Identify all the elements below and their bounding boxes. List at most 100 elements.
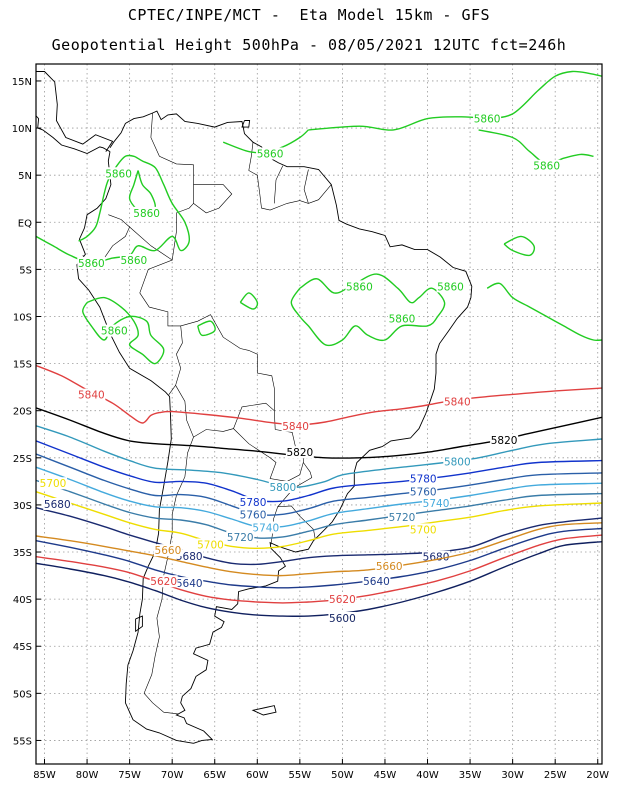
contour-5640: [36, 527, 602, 589]
contour-label-5620: 5620: [150, 576, 177, 588]
contour-label-bg: [409, 485, 438, 498]
y-tick-label: 5N: [18, 171, 32, 182]
contour-label-bg: [345, 280, 374, 293]
country-border: [274, 165, 284, 204]
contour-label-bg: [239, 496, 268, 509]
contour-5840: [36, 364, 602, 426]
country-border: [248, 142, 332, 211]
height-contours: 5860 5860 5860 5860 5860 5860 5860 5860 5860 5860…: [36, 70, 602, 625]
contour-label-bg: [490, 433, 519, 446]
contour-5860: [503, 235, 536, 257]
contour-label-bg: [149, 575, 178, 588]
y-tick-label: 40S: [13, 595, 32, 606]
country-border: [233, 428, 306, 482]
x-tick-label: 60W: [246, 770, 269, 781]
contour-label-5860: 5860: [133, 208, 160, 220]
contour-label-bg: [473, 112, 502, 125]
x-tick-label: 30W: [501, 770, 524, 781]
contour-label-bg: [409, 523, 438, 536]
x-tick-label: 80W: [76, 770, 99, 781]
contour-label-bg: [387, 312, 416, 325]
contour-label-bg: [443, 455, 472, 468]
contour-label-bg: [409, 472, 438, 485]
x-tick-label: 65W: [203, 770, 226, 781]
contour-label-5860: 5860: [346, 281, 373, 293]
contour-label-5700: 5700: [197, 539, 224, 551]
y-tick-label: 15N: [12, 77, 32, 88]
country-border: [143, 436, 194, 715]
contour-5660: [36, 522, 602, 577]
y-tick-label: 45S: [13, 642, 32, 653]
coastline: [36, 115, 111, 154]
y-tick-label: 30S: [13, 501, 32, 512]
contour-label-5820: 5820: [491, 435, 518, 447]
x-tick-label: 55W: [289, 770, 312, 781]
contour-label-5860: 5860: [257, 149, 284, 161]
contour-label-5700: 5700: [410, 524, 437, 536]
contour-label-bg: [119, 253, 148, 266]
contour-5860: [239, 292, 259, 310]
contour-5860: [290, 273, 446, 347]
contour-label-bg: [256, 147, 285, 160]
contour-label-bg: [387, 511, 416, 524]
contour-5860: [82, 296, 165, 365]
contour-label-5860: 5860: [474, 114, 501, 126]
contour-5860: [478, 129, 594, 165]
contour-label-bg: [77, 256, 106, 269]
contour-label-5760: 5760: [240, 509, 267, 521]
contour-label-bg: [328, 593, 357, 606]
x-tick-label: 35W: [459, 770, 482, 781]
coastline: [36, 71, 114, 152]
contour-label-bg: [239, 508, 268, 521]
contour-5620: [36, 534, 602, 604]
coastline: [76, 151, 194, 744]
contour-label-bg: [281, 419, 310, 432]
country-border: [129, 226, 183, 395]
contour-label-5840: 5840: [444, 396, 471, 408]
x-tick-label: 85W: [33, 770, 56, 781]
country-border: [175, 385, 275, 438]
contour-5680: [36, 507, 602, 566]
contour-5860: [36, 154, 191, 264]
contour-label-5860: 5860: [105, 168, 132, 180]
x-tick-label: 40W: [416, 770, 439, 781]
contour-label-5600: 5600: [329, 613, 356, 625]
contour-label-bg: [285, 446, 314, 459]
contour-5600: [36, 541, 602, 617]
contour-label-bg: [153, 544, 182, 557]
y-tick-label: 20S: [13, 407, 32, 418]
contour-label-bg: [251, 521, 280, 534]
y-tick-label: 10N: [12, 124, 32, 135]
contour-label-bg: [43, 497, 72, 510]
contour-label-5720: 5720: [227, 532, 254, 544]
contour-label-5760: 5760: [410, 487, 437, 499]
contour-label-5800: 5800: [269, 482, 296, 494]
contour-label-5720: 5720: [389, 512, 416, 524]
contour-5800: [36, 425, 602, 489]
latitude-axis: 15N 10N 5N EQ 5S 10S 15S 20S 25S 30S 35S 40S 45S 50S 5…: [12, 77, 41, 747]
contour-label-5860: 5860: [121, 255, 148, 267]
contour-label-bg: [328, 611, 357, 624]
contour-5860: [486, 70, 602, 120]
chart-title-line2: Geopotential Height 500hPa - 08/05/2021 …: [51, 36, 567, 54]
contour-label-5680: 5680: [44, 499, 71, 511]
x-tick-label: 20W: [586, 770, 609, 781]
contour-label-5680: 5680: [176, 551, 203, 563]
map-frame: [35, 63, 603, 765]
contour-label-bg: [375, 560, 404, 573]
contour-5720: [36, 479, 602, 539]
contour-5820: [36, 407, 602, 459]
coastline: [109, 110, 473, 744]
country-border: [180, 314, 276, 430]
x-tick-label: 45W: [374, 770, 397, 781]
y-tick-label: EQ: [18, 218, 32, 229]
contour-label-5780: 5780: [410, 474, 437, 486]
contour-label-bg: [132, 206, 161, 219]
contour-5780: [36, 440, 602, 503]
y-tick-label: 25S: [13, 454, 32, 465]
coastline: [241, 120, 251, 128]
contour-5740: [36, 466, 602, 529]
contour-label-bg: [268, 481, 297, 494]
chart-title-line1: CPTEC/INPE/MCT - Eta Model 15km - GFS: [127, 6, 491, 24]
coastline: [135, 615, 143, 633]
